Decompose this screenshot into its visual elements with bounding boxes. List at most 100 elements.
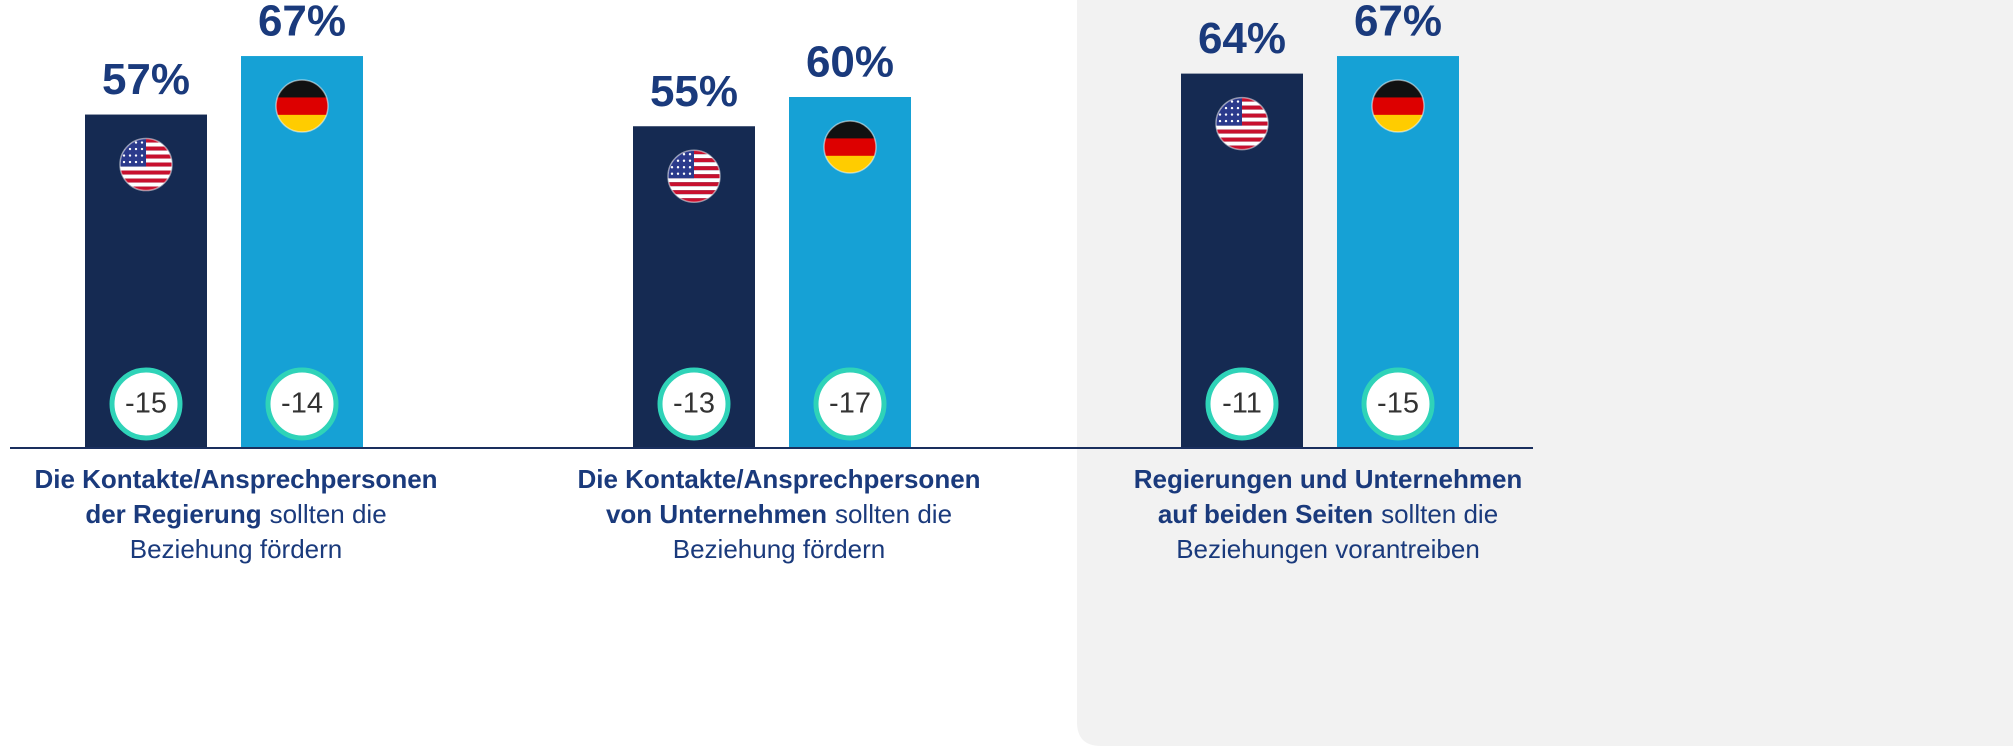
flag-star	[682, 153, 686, 156]
flag-body	[120, 138, 172, 191]
flag-star	[688, 159, 692, 162]
flag-star	[1236, 113, 1240, 116]
flag-shine	[823, 120, 877, 174]
flag-star	[140, 160, 144, 164]
flag-stripe	[120, 186, 172, 191]
flag-star	[682, 166, 686, 169]
flag-stripe	[824, 121, 876, 139]
flag-star	[134, 160, 138, 164]
value-label: 55%	[650, 67, 738, 116]
flag-star	[1224, 106, 1228, 110]
flag-stripe	[1216, 129, 1268, 134]
flag-icon	[119, 137, 173, 192]
flag-shine	[1215, 96, 1269, 151]
change-label: -15	[1377, 388, 1419, 420]
flag-star	[1230, 106, 1234, 110]
category-label: Regierungen und Unternehmen	[1134, 464, 1523, 494]
category-label: von Unternehmen sollten die	[606, 499, 952, 529]
flag-star	[1230, 119, 1234, 123]
category-label: auf beiden Seiten sollten die	[1158, 499, 1498, 529]
change-label: -15	[125, 388, 167, 420]
category-label: Beziehung fördern	[130, 534, 342, 564]
value-label: 67%	[1354, 0, 1442, 46]
flag-stripe	[1372, 80, 1424, 98]
flag-stripe	[668, 178, 720, 183]
flag-stripe	[120, 182, 172, 187]
category-label-part: auf beiden Seiten	[1158, 499, 1373, 529]
flag-star	[1230, 113, 1234, 116]
flag-icon	[275, 79, 329, 133]
change-badge	[813, 367, 887, 441]
flag-star	[122, 154, 126, 157]
flag-stripe	[1372, 114, 1424, 133]
flag-shine	[275, 79, 329, 133]
flag-stripe	[668, 190, 720, 195]
category-label-part: Beziehung fördern	[673, 534, 885, 564]
value-label: 60%	[806, 38, 894, 87]
value-label: 64%	[1198, 14, 1286, 63]
flag-shine	[667, 149, 721, 203]
flag-icon	[667, 149, 721, 203]
flag-star	[670, 166, 674, 169]
flag-icon	[1215, 96, 1269, 151]
flag-star	[670, 172, 674, 175]
flag-icon	[1371, 79, 1425, 133]
flag-star	[1218, 113, 1222, 116]
category-label: Beziehungen vorantreiben	[1176, 534, 1480, 564]
change-badge	[109, 367, 183, 441]
flag-stripe	[120, 166, 172, 171]
change-badge	[657, 367, 731, 441]
change-label: -11	[1222, 388, 1262, 420]
flag-star	[1236, 100, 1240, 103]
flag-star	[1218, 119, 1222, 123]
flag-star	[1236, 106, 1240, 110]
flag-stripe	[276, 114, 328, 133]
flag-star	[1224, 113, 1228, 116]
flag-stripe	[668, 182, 720, 187]
flag-stripe	[668, 194, 720, 199]
change-badge	[265, 367, 339, 441]
flag-body	[276, 80, 328, 133]
flag-stripe	[1216, 137, 1268, 142]
flag-star	[134, 147, 138, 151]
category-label-part: von Unternehmen	[606, 499, 827, 529]
flag-stripe	[276, 80, 328, 98]
change-badge	[1361, 367, 1435, 441]
flag-shine	[119, 137, 173, 192]
value-label: 67%	[258, 0, 346, 46]
category-label-part: sollten die	[270, 499, 387, 529]
flag-star	[140, 141, 144, 144]
flag-stripe	[668, 198, 720, 203]
flag-star	[134, 154, 138, 157]
category-label-part: Beziehung fördern	[130, 534, 342, 564]
flag-star	[122, 160, 126, 164]
category-label-part: Die Kontakte/Ansprechpersonen	[34, 464, 437, 494]
category-label-part: der Regierung	[85, 499, 261, 529]
flag-star	[1236, 119, 1240, 123]
flag-stripe	[1216, 133, 1268, 138]
category-label-part: sollten die	[835, 499, 952, 529]
category-label-part: sollten die	[1381, 499, 1498, 529]
flag-stripe	[120, 170, 172, 175]
flag-star	[676, 159, 680, 162]
flag-stripe	[1216, 145, 1268, 150]
flag-star	[682, 159, 686, 162]
flag-star	[688, 172, 692, 175]
flag-star	[676, 166, 680, 169]
flag-star	[128, 147, 132, 151]
flag-star	[688, 153, 692, 156]
flag-stripe	[668, 186, 720, 191]
flag-stripe	[1372, 97, 1424, 116]
category-label-part: Beziehungen vorantreiben	[1176, 534, 1480, 564]
flag-stripe	[120, 178, 172, 183]
flag-shine	[1371, 79, 1425, 133]
category-label-part: Regierungen und Unternehmen	[1134, 464, 1523, 494]
category-label: Beziehung fördern	[673, 534, 885, 564]
flag-stripe	[824, 138, 876, 156]
highlight-panel	[1077, 0, 2013, 746]
flag-star	[688, 166, 692, 169]
change-label: -14	[281, 388, 323, 420]
flag-star	[128, 154, 132, 157]
value-label: 57%	[102, 55, 190, 104]
